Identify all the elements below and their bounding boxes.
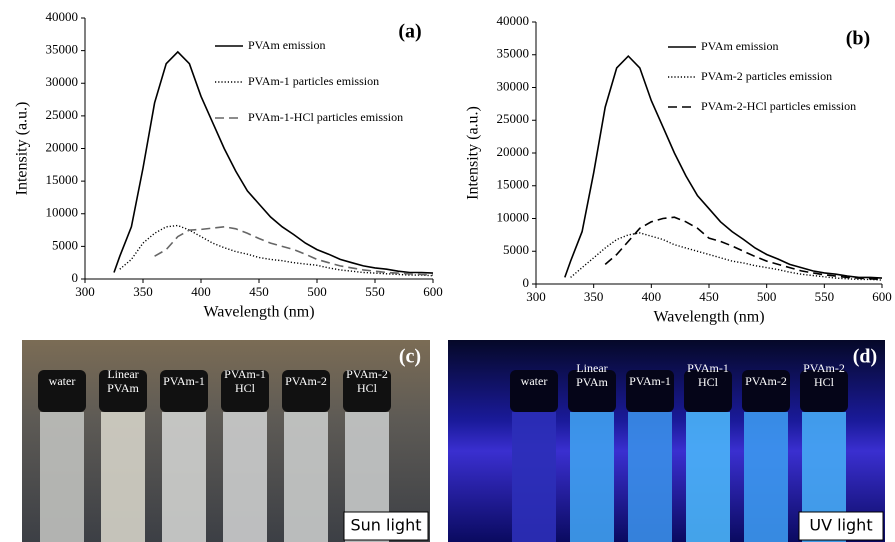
caption-box — [798, 511, 884, 541]
vial-label: water — [49, 374, 76, 388]
series-line — [570, 232, 883, 281]
vial-body — [628, 412, 672, 542]
panel-label: (a) — [398, 21, 421, 43]
vial-label: Linear — [107, 367, 138, 381]
x-tick-label: 550 — [365, 284, 385, 299]
vial-label: Linear — [576, 361, 607, 375]
vial-body — [570, 412, 614, 542]
y-tick-label: 10000 — [497, 209, 530, 224]
y-tick-label: 20000 — [497, 144, 530, 159]
vial-body — [40, 412, 84, 542]
photo-caption: UV light — [809, 516, 872, 535]
x-tick-label: 500 — [757, 289, 777, 304]
series-line — [119, 224, 434, 277]
y-tick-label: 35000 — [497, 46, 530, 61]
y-tick-label: 5000 — [503, 242, 529, 257]
x-tick-label: 400 — [642, 289, 662, 304]
vial-cap — [99, 370, 147, 412]
x-tick-label: 600 — [872, 289, 892, 304]
series-line — [604, 216, 883, 281]
vial-label: PVAm-2 — [346, 367, 388, 381]
series-line — [113, 50, 434, 274]
vial-body — [101, 412, 145, 542]
y-axis-label: Intensity (a.u.) — [465, 106, 482, 200]
x-axis-label: Wavelength (nm) — [653, 309, 764, 326]
vial-cap — [742, 370, 790, 412]
legend-label: PVAm-1-HCl particles emission — [248, 110, 403, 124]
photo-caption: Sun light — [351, 516, 422, 535]
vial-cap — [800, 370, 848, 412]
x-tick-label: 450 — [699, 289, 719, 304]
vial-label: PVAm-1 — [163, 374, 205, 388]
vial-body — [512, 412, 556, 542]
vial-label: PVAm-2 — [285, 374, 327, 388]
legend-label: PVAm-2-HCl particles emission — [701, 99, 856, 113]
vial-label: PVAm-1 — [224, 367, 266, 381]
y-tick-label: 15000 — [497, 177, 530, 192]
y-tick-label: 15000 — [46, 172, 79, 187]
vial-label: PVAm — [576, 375, 608, 389]
vial-label: water — [521, 374, 548, 388]
y-tick-label: 35000 — [46, 42, 79, 57]
vial-label: PVAm-1 — [687, 361, 729, 375]
y-tick-label: 5000 — [52, 237, 78, 252]
y-tick-label: 10000 — [46, 205, 79, 220]
x-tick-label: 350 — [133, 284, 153, 299]
vial-cap — [568, 370, 616, 412]
legend-label: PVAm emission — [248, 38, 325, 52]
y-tick-label: 30000 — [497, 78, 530, 93]
vial-label: PVAm-2 — [803, 361, 845, 375]
vial-label: PVAm — [107, 381, 139, 395]
y-tick-label: 0 — [72, 270, 79, 285]
legend-label: PVAm-1 particles emission — [248, 74, 379, 88]
legend-label: PVAm-2 particles emission — [701, 69, 832, 83]
series-line — [564, 54, 883, 279]
vial-label: HCl — [235, 381, 256, 395]
vial-cap — [510, 370, 558, 412]
y-axis-label: Intensity (a.u.) — [14, 102, 31, 196]
vial-label: PVAm-2 — [745, 374, 787, 388]
x-tick-label: 500 — [307, 284, 327, 299]
vial-label: PVAm-1 — [629, 374, 671, 388]
panel-label: (d) — [853, 346, 877, 368]
vial-body — [284, 412, 328, 542]
vial-cap — [684, 370, 732, 412]
legend-label: PVAm emission — [701, 39, 778, 53]
vial-cap — [38, 370, 86, 412]
x-tick-label: 300 — [75, 284, 95, 299]
vial-body — [686, 412, 730, 542]
vial-cap — [160, 370, 208, 412]
x-axis-label: Wavelength (nm) — [203, 304, 314, 321]
y-tick-label: 25000 — [46, 107, 79, 122]
vial-label: HCl — [814, 375, 835, 389]
vial-cap — [282, 370, 330, 412]
y-tick-label: 30000 — [46, 74, 79, 89]
y-tick-label: 25000 — [497, 111, 530, 126]
vial-cap — [626, 370, 674, 412]
x-tick-label: 400 — [191, 284, 211, 299]
vial-label: HCl — [357, 381, 378, 395]
vial-body — [223, 412, 267, 542]
x-tick-label: 300 — [526, 289, 546, 304]
y-tick-label: 40000 — [497, 13, 530, 28]
vial-body — [744, 412, 788, 542]
vial-cap — [221, 370, 269, 412]
x-tick-label: 550 — [815, 289, 835, 304]
y-tick-label: 20000 — [46, 139, 79, 154]
vial-body — [162, 412, 206, 542]
x-tick-label: 350 — [584, 289, 604, 304]
x-tick-label: 600 — [423, 284, 443, 299]
y-tick-label: 40000 — [46, 9, 79, 24]
caption-box — [343, 511, 429, 541]
x-tick-label: 450 — [249, 284, 269, 299]
panel-label: (b) — [846, 28, 870, 50]
panel-label: (c) — [399, 346, 421, 368]
vial-label: HCl — [698, 375, 719, 389]
y-tick-label: 0 — [523, 275, 530, 290]
vial-cap — [343, 370, 391, 412]
